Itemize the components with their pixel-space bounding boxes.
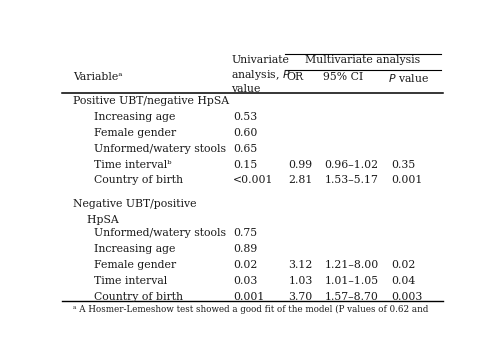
Text: 0.001: 0.001 (391, 175, 423, 186)
Text: 0.65: 0.65 (233, 144, 257, 154)
Text: 1.01–1.05: 1.01–1.05 (325, 276, 379, 286)
Text: HpSA: HpSA (73, 215, 119, 225)
Text: 0.02: 0.02 (233, 260, 257, 270)
Text: 0.02: 0.02 (391, 260, 416, 270)
Text: Negative UBT/positive: Negative UBT/positive (73, 199, 196, 209)
Text: 0.003: 0.003 (391, 292, 423, 302)
Text: $P$ value: $P$ value (388, 72, 429, 84)
Text: 0.60: 0.60 (233, 128, 257, 138)
Text: 2.81: 2.81 (288, 175, 313, 186)
Text: Country of birth: Country of birth (94, 175, 183, 186)
Text: Univariate
analysis, $P$
value: Univariate analysis, $P$ value (231, 56, 291, 94)
Text: 0.001: 0.001 (233, 292, 265, 302)
Text: Time intervalᵇ: Time intervalᵇ (94, 160, 171, 169)
Text: 95% CI: 95% CI (323, 72, 363, 82)
Text: Increasing age: Increasing age (94, 244, 175, 254)
Text: Multivariate analysis: Multivariate analysis (305, 56, 420, 65)
Text: 0.04: 0.04 (391, 276, 416, 286)
Text: Variableᵃ: Variableᵃ (73, 72, 123, 82)
Text: 0.35: 0.35 (391, 160, 416, 169)
Text: 0.75: 0.75 (233, 228, 257, 238)
Text: 1.53–5.17: 1.53–5.17 (325, 175, 378, 186)
Text: 1.21–8.00: 1.21–8.00 (325, 260, 379, 270)
Text: OR: OR (286, 72, 304, 82)
Text: 0.15: 0.15 (233, 160, 257, 169)
Text: Increasing age: Increasing age (94, 112, 175, 122)
Text: 1.57–8.70: 1.57–8.70 (325, 292, 378, 302)
Text: Unformed/watery stools: Unformed/watery stools (94, 144, 226, 154)
Text: 0.53: 0.53 (233, 112, 257, 122)
Text: Female gender: Female gender (94, 260, 176, 270)
Text: 3.70: 3.70 (288, 292, 312, 302)
Text: 3.12: 3.12 (288, 260, 313, 270)
Text: 0.03: 0.03 (233, 276, 257, 286)
Text: Unformed/watery stools: Unformed/watery stools (94, 228, 226, 238)
Text: <0.001: <0.001 (233, 175, 274, 186)
Text: Female gender: Female gender (94, 128, 176, 138)
Text: 0.99: 0.99 (288, 160, 312, 169)
Text: Time interval: Time interval (94, 276, 167, 286)
Text: 0.96–1.02: 0.96–1.02 (325, 160, 379, 169)
Text: ᵃ A Hosmer-Lemeshow test showed a good fit of the model (P values of 0.62 and: ᵃ A Hosmer-Lemeshow test showed a good f… (73, 304, 429, 314)
Text: 0.89: 0.89 (233, 244, 257, 254)
Text: 1.03: 1.03 (288, 276, 313, 286)
Text: Country of birth: Country of birth (94, 292, 183, 302)
Text: Positive UBT/negative HpSA: Positive UBT/negative HpSA (73, 96, 229, 106)
